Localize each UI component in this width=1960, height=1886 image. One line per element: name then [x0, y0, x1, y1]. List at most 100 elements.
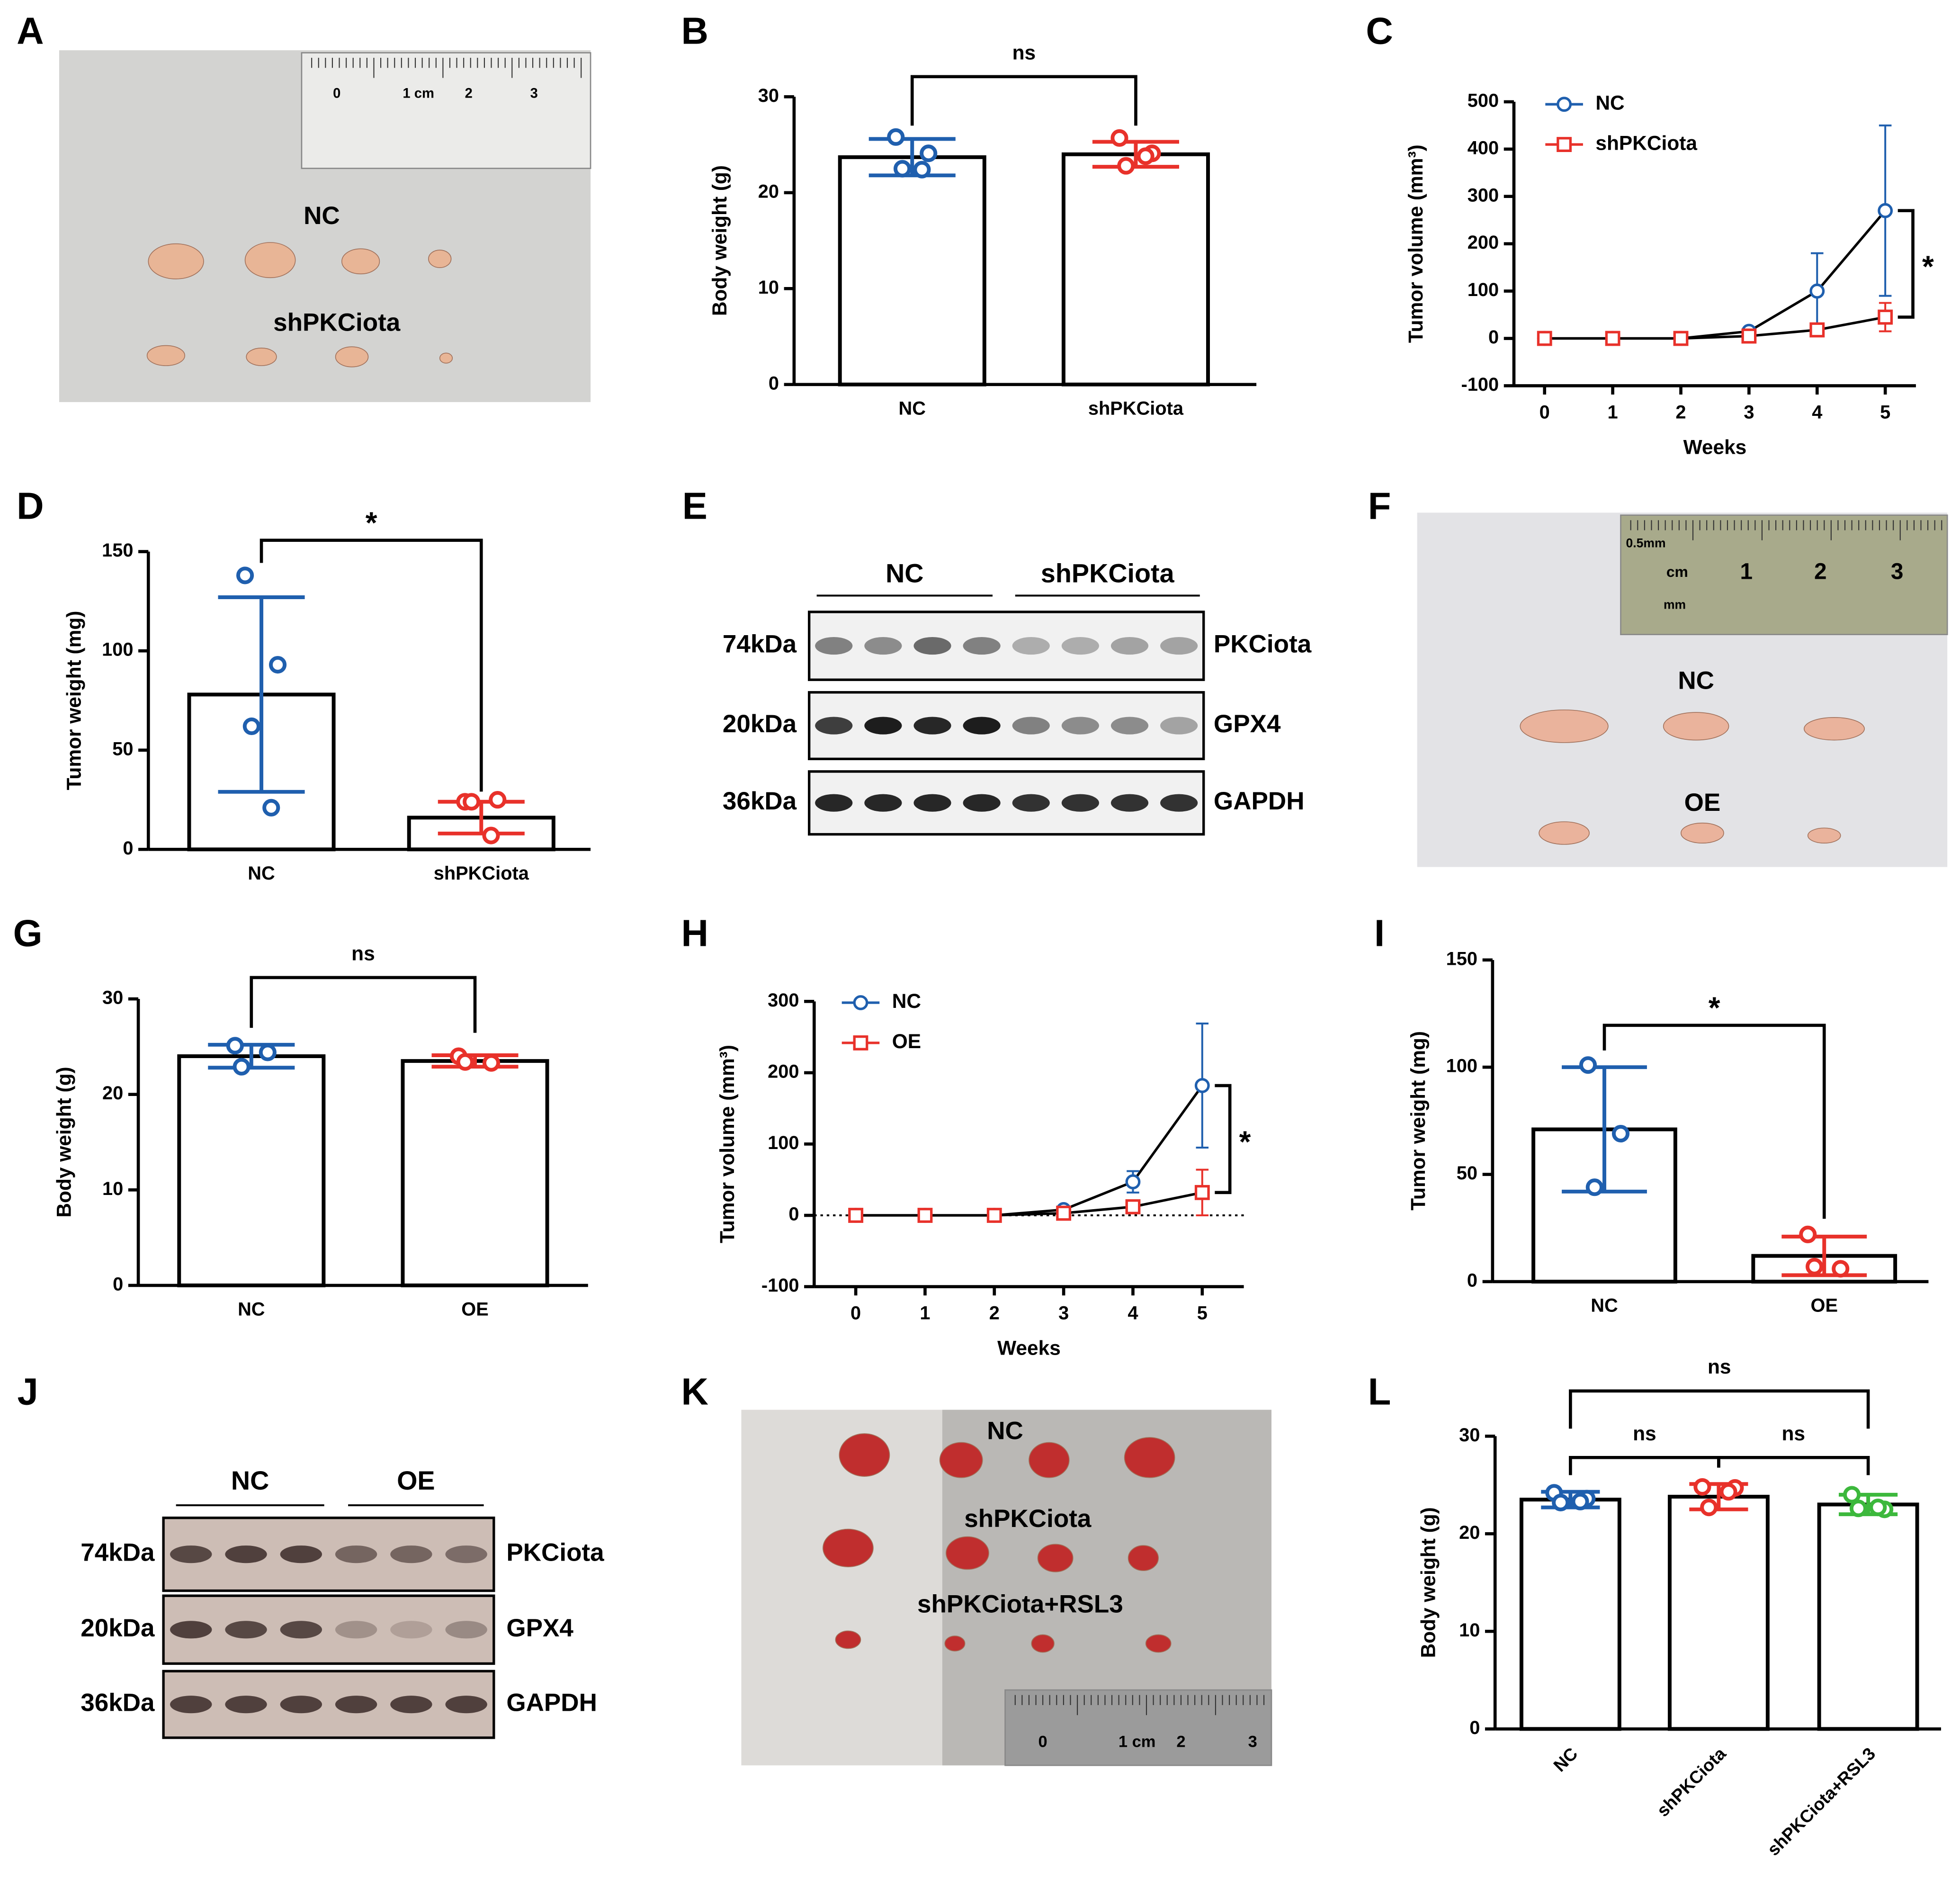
panel-letter: I	[1374, 912, 1385, 954]
data-point	[1552, 1493, 1570, 1511]
photo-label: shPKCiota+RSL3	[917, 1590, 1123, 1618]
data-point	[268, 656, 287, 674]
blot-protein: PKCiota	[506, 1539, 604, 1567]
bar	[177, 1054, 326, 1287]
band	[1012, 794, 1050, 812]
error-bar	[868, 137, 956, 178]
band	[170, 1545, 212, 1563]
band	[390, 1545, 432, 1563]
band	[225, 1621, 267, 1639]
significance-bracket	[1215, 1084, 1232, 1194]
significance-label: *	[1922, 250, 1934, 284]
data-point	[1832, 1260, 1850, 1278]
panel-letter: E	[682, 485, 707, 527]
x-tick-label: NC	[248, 863, 275, 884]
marker	[1809, 322, 1825, 338]
series-line	[1544, 315, 1886, 340]
band	[445, 1621, 487, 1639]
bar	[1519, 1498, 1621, 1731]
data-point	[920, 144, 938, 162]
blot-protein: GPX4	[1214, 710, 1281, 738]
data-point	[482, 826, 500, 844]
tumor	[1539, 821, 1590, 845]
photo-label: NC	[304, 202, 340, 230]
marker	[1809, 283, 1825, 299]
data-point	[1849, 1500, 1867, 1518]
tumor	[1031, 1634, 1055, 1653]
tumor	[1663, 712, 1729, 741]
tumor	[1145, 1634, 1172, 1653]
tumor	[246, 348, 277, 366]
photo-label: shPKCiota	[964, 1505, 1092, 1533]
tumor	[428, 250, 452, 268]
tumor	[823, 1528, 874, 1567]
data-point	[236, 566, 254, 584]
x-tick-label: 1	[1608, 402, 1618, 422]
photo-label: 2	[465, 86, 473, 101]
significance-label: *	[1239, 1125, 1251, 1159]
tumor	[146, 345, 186, 366]
photo-label: 1 cm	[403, 86, 434, 101]
x-tick-label: 5	[1880, 402, 1890, 422]
data-point	[482, 1054, 501, 1072]
data-point	[1799, 1225, 1817, 1243]
y-tick-label: -100	[761, 1275, 799, 1296]
blot-protein: GAPDH	[506, 1689, 597, 1717]
blot-size: 74kDa	[723, 630, 797, 658]
bar	[401, 1059, 549, 1287]
photo-label: 0.5mm	[1626, 536, 1666, 550]
y-tick-label: 0	[788, 1204, 799, 1225]
error-bar	[208, 1042, 295, 1070]
significance-bracket	[1569, 1389, 1870, 1429]
tumor	[839, 1433, 890, 1477]
series-line	[856, 1191, 1203, 1217]
bar	[1061, 152, 1210, 386]
band	[335, 1621, 377, 1639]
blot-protein: GAPDH	[1214, 787, 1305, 815]
significance-label: *	[366, 506, 377, 540]
panel-letter: L	[1368, 1371, 1391, 1413]
blot-strip	[162, 1517, 495, 1592]
marker	[853, 1035, 868, 1051]
significance-label: ns	[351, 942, 375, 964]
marker	[1125, 1199, 1141, 1214]
error-bar	[1781, 1234, 1867, 1277]
blot-strip	[162, 1594, 495, 1665]
x-tick-label: 2	[1675, 402, 1686, 422]
band	[1061, 794, 1099, 812]
tumor	[946, 1536, 989, 1570]
y-tick-label: 20	[758, 181, 779, 202]
marker	[1125, 1174, 1141, 1190]
band	[170, 1621, 212, 1639]
photo-label: shPKCiota	[273, 308, 401, 336]
data-point	[1719, 1483, 1737, 1501]
data-point	[489, 790, 507, 809]
panel-letter: A	[17, 10, 44, 52]
error-bar	[431, 1053, 519, 1069]
y-axis-label: Tumor volume (mm³)	[1405, 144, 1427, 343]
band	[1012, 637, 1050, 655]
data-point	[226, 1037, 244, 1055]
data-point	[242, 717, 260, 736]
y-tick-label: 50	[1457, 1163, 1477, 1184]
blot-protein: GPX4	[506, 1614, 573, 1642]
blot-size: 20kDa	[723, 710, 797, 738]
y-tick-label: 100	[1468, 279, 1499, 300]
photo-label: 3	[1248, 1733, 1257, 1751]
y-tick-label: 200	[1468, 232, 1499, 253]
y-tick-label: 0	[113, 1274, 123, 1294]
band	[815, 794, 853, 812]
data-point	[1585, 1178, 1603, 1196]
tumor	[1128, 1545, 1159, 1571]
y-tick-label: 200	[768, 1061, 799, 1082]
data-point	[893, 160, 912, 178]
y-tick-label: 100	[768, 1132, 799, 1153]
y-tick-label: 20	[1459, 1522, 1480, 1543]
group-label: OE	[397, 1466, 435, 1495]
band	[445, 1696, 487, 1714]
band	[335, 1545, 377, 1563]
tumor	[244, 242, 296, 278]
y-tick-label: 10	[758, 277, 779, 298]
photo-label: NC	[1678, 667, 1714, 695]
data-point	[262, 799, 280, 817]
